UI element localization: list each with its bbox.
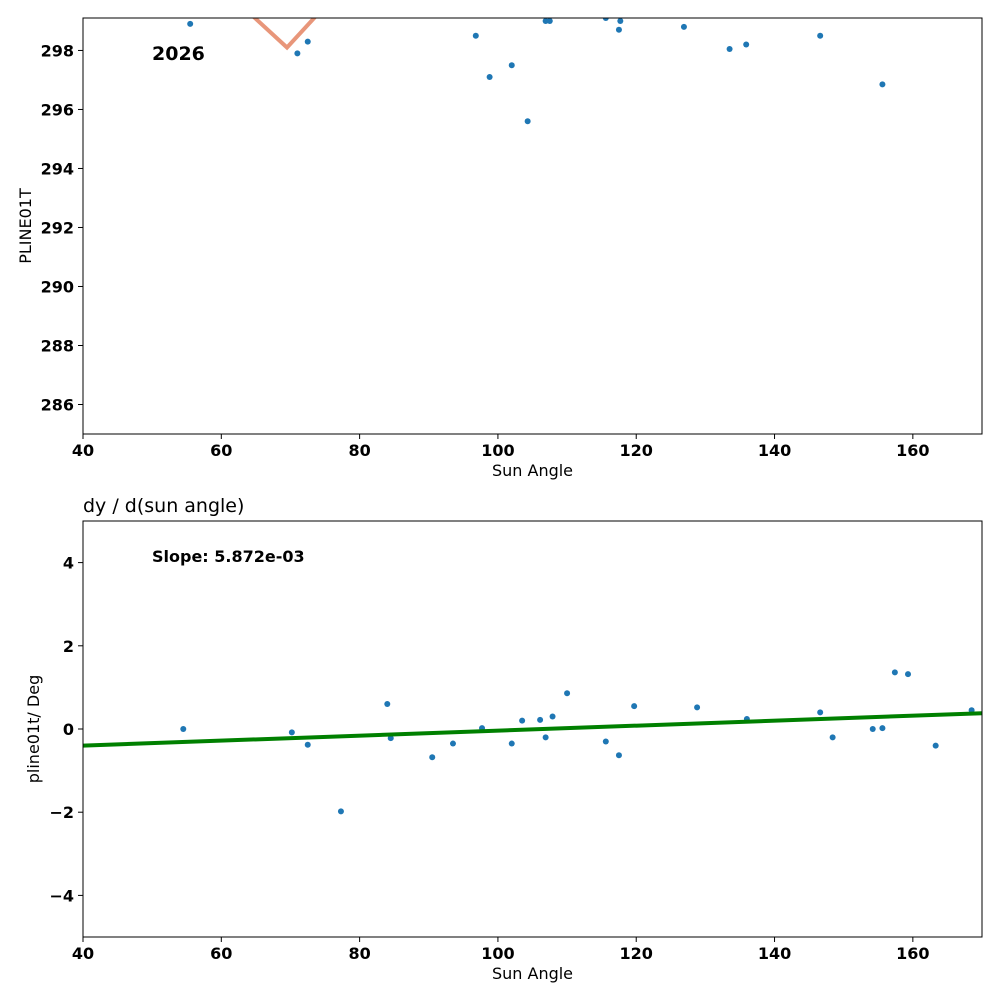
data-point: [304, 38, 311, 45]
data-point: [549, 713, 556, 720]
data-point: [617, 18, 624, 24]
x-tick-label: 120: [620, 944, 653, 963]
y-tick-label: 286: [41, 395, 74, 414]
data-point: [524, 118, 531, 125]
data-point: [519, 717, 526, 724]
x-tick-label: 40: [72, 944, 94, 963]
y-axis-label: pline01t/ Deg: [24, 675, 43, 783]
data-point: [508, 62, 515, 69]
data-point: [817, 32, 824, 39]
x-axis-label: Sun Angle: [492, 964, 573, 983]
data-point: [542, 734, 549, 741]
data-point: [817, 709, 824, 716]
chart-title: dy / d(sun angle): [83, 495, 244, 517]
x-tick-label: 160: [896, 944, 929, 963]
data-point: [879, 81, 886, 88]
data-point: [472, 32, 479, 39]
data-point: [537, 716, 544, 723]
data-point: [891, 669, 898, 676]
data-point: [486, 74, 493, 81]
y-tick-label: 292: [41, 218, 74, 237]
data-point: [564, 690, 571, 697]
x-tick-label: 140: [758, 441, 791, 460]
data-point: [429, 754, 436, 761]
x-tick-label: 80: [348, 441, 370, 460]
chart-annotation: Slope: 5.872e-03: [152, 547, 305, 566]
data-point: [879, 725, 886, 732]
x-tick-label: 120: [620, 441, 653, 460]
y-tick-label: 298: [41, 41, 74, 60]
chart-panel-1: 40 60 80 100 120 140 160 286 288 290 292 294 296 298 S…: [16, 17, 983, 480]
series-line: [251, 18, 317, 51]
data-point: [602, 738, 609, 745]
data-point: [288, 729, 295, 736]
data-point: [743, 41, 750, 48]
data-point: [304, 741, 311, 748]
axes-frame: [82, 17, 983, 435]
y-tick-label: 0: [63, 720, 74, 739]
fit-line: [83, 711, 982, 748]
x-tick-label: 160: [896, 441, 929, 460]
data-point: [337, 808, 344, 815]
x-tick-label: 40: [72, 441, 94, 460]
plot-area: [187, 18, 886, 125]
data-point: [615, 26, 622, 33]
x-tick-label: 100: [481, 441, 514, 460]
chart-annotation: 2026: [152, 43, 205, 65]
x-axis-label: Sun Angle: [492, 461, 573, 480]
data-point: [869, 726, 876, 732]
data-point: [932, 742, 939, 749]
y-tick-label: −4: [49, 886, 74, 905]
data-point: [680, 23, 687, 30]
y-tick-label: 288: [41, 336, 74, 355]
y-axis-label: PLINE01T: [16, 188, 35, 264]
x-tick-label: 100: [481, 944, 514, 963]
x-tick-label: 80: [348, 944, 370, 963]
y-tick-label: 296: [41, 100, 74, 119]
data-point: [180, 726, 187, 732]
y-tick-label: 294: [41, 159, 74, 178]
y-tick-label: 2: [63, 637, 74, 656]
y-tick-label: −2: [49, 803, 74, 822]
y-tick-label: 4: [63, 554, 74, 573]
data-point: [615, 752, 622, 759]
data-point: [294, 50, 301, 57]
data-point: [508, 740, 515, 747]
data-point: [694, 704, 701, 711]
data-point: [546, 18, 553, 24]
data-point: [631, 703, 638, 710]
data-point: [542, 18, 549, 24]
data-point: [384, 701, 391, 708]
x-tick-label: 140: [758, 944, 791, 963]
data-point: [829, 734, 836, 741]
plot-area: [83, 669, 982, 815]
x-tick-label: 60: [210, 944, 232, 963]
data-point: [387, 735, 394, 742]
data-point: [726, 45, 733, 52]
data-point: [602, 18, 609, 21]
data-point: [449, 740, 456, 747]
chart-panel-2: 40 60 80 100 120 140 160 −4 −2 0 2 4 Sun Angle pline0…: [24, 495, 983, 983]
data-point: [905, 671, 912, 678]
y-tick-label: 290: [41, 277, 74, 296]
x-tick-label: 60: [210, 441, 232, 460]
data-point: [187, 20, 194, 27]
